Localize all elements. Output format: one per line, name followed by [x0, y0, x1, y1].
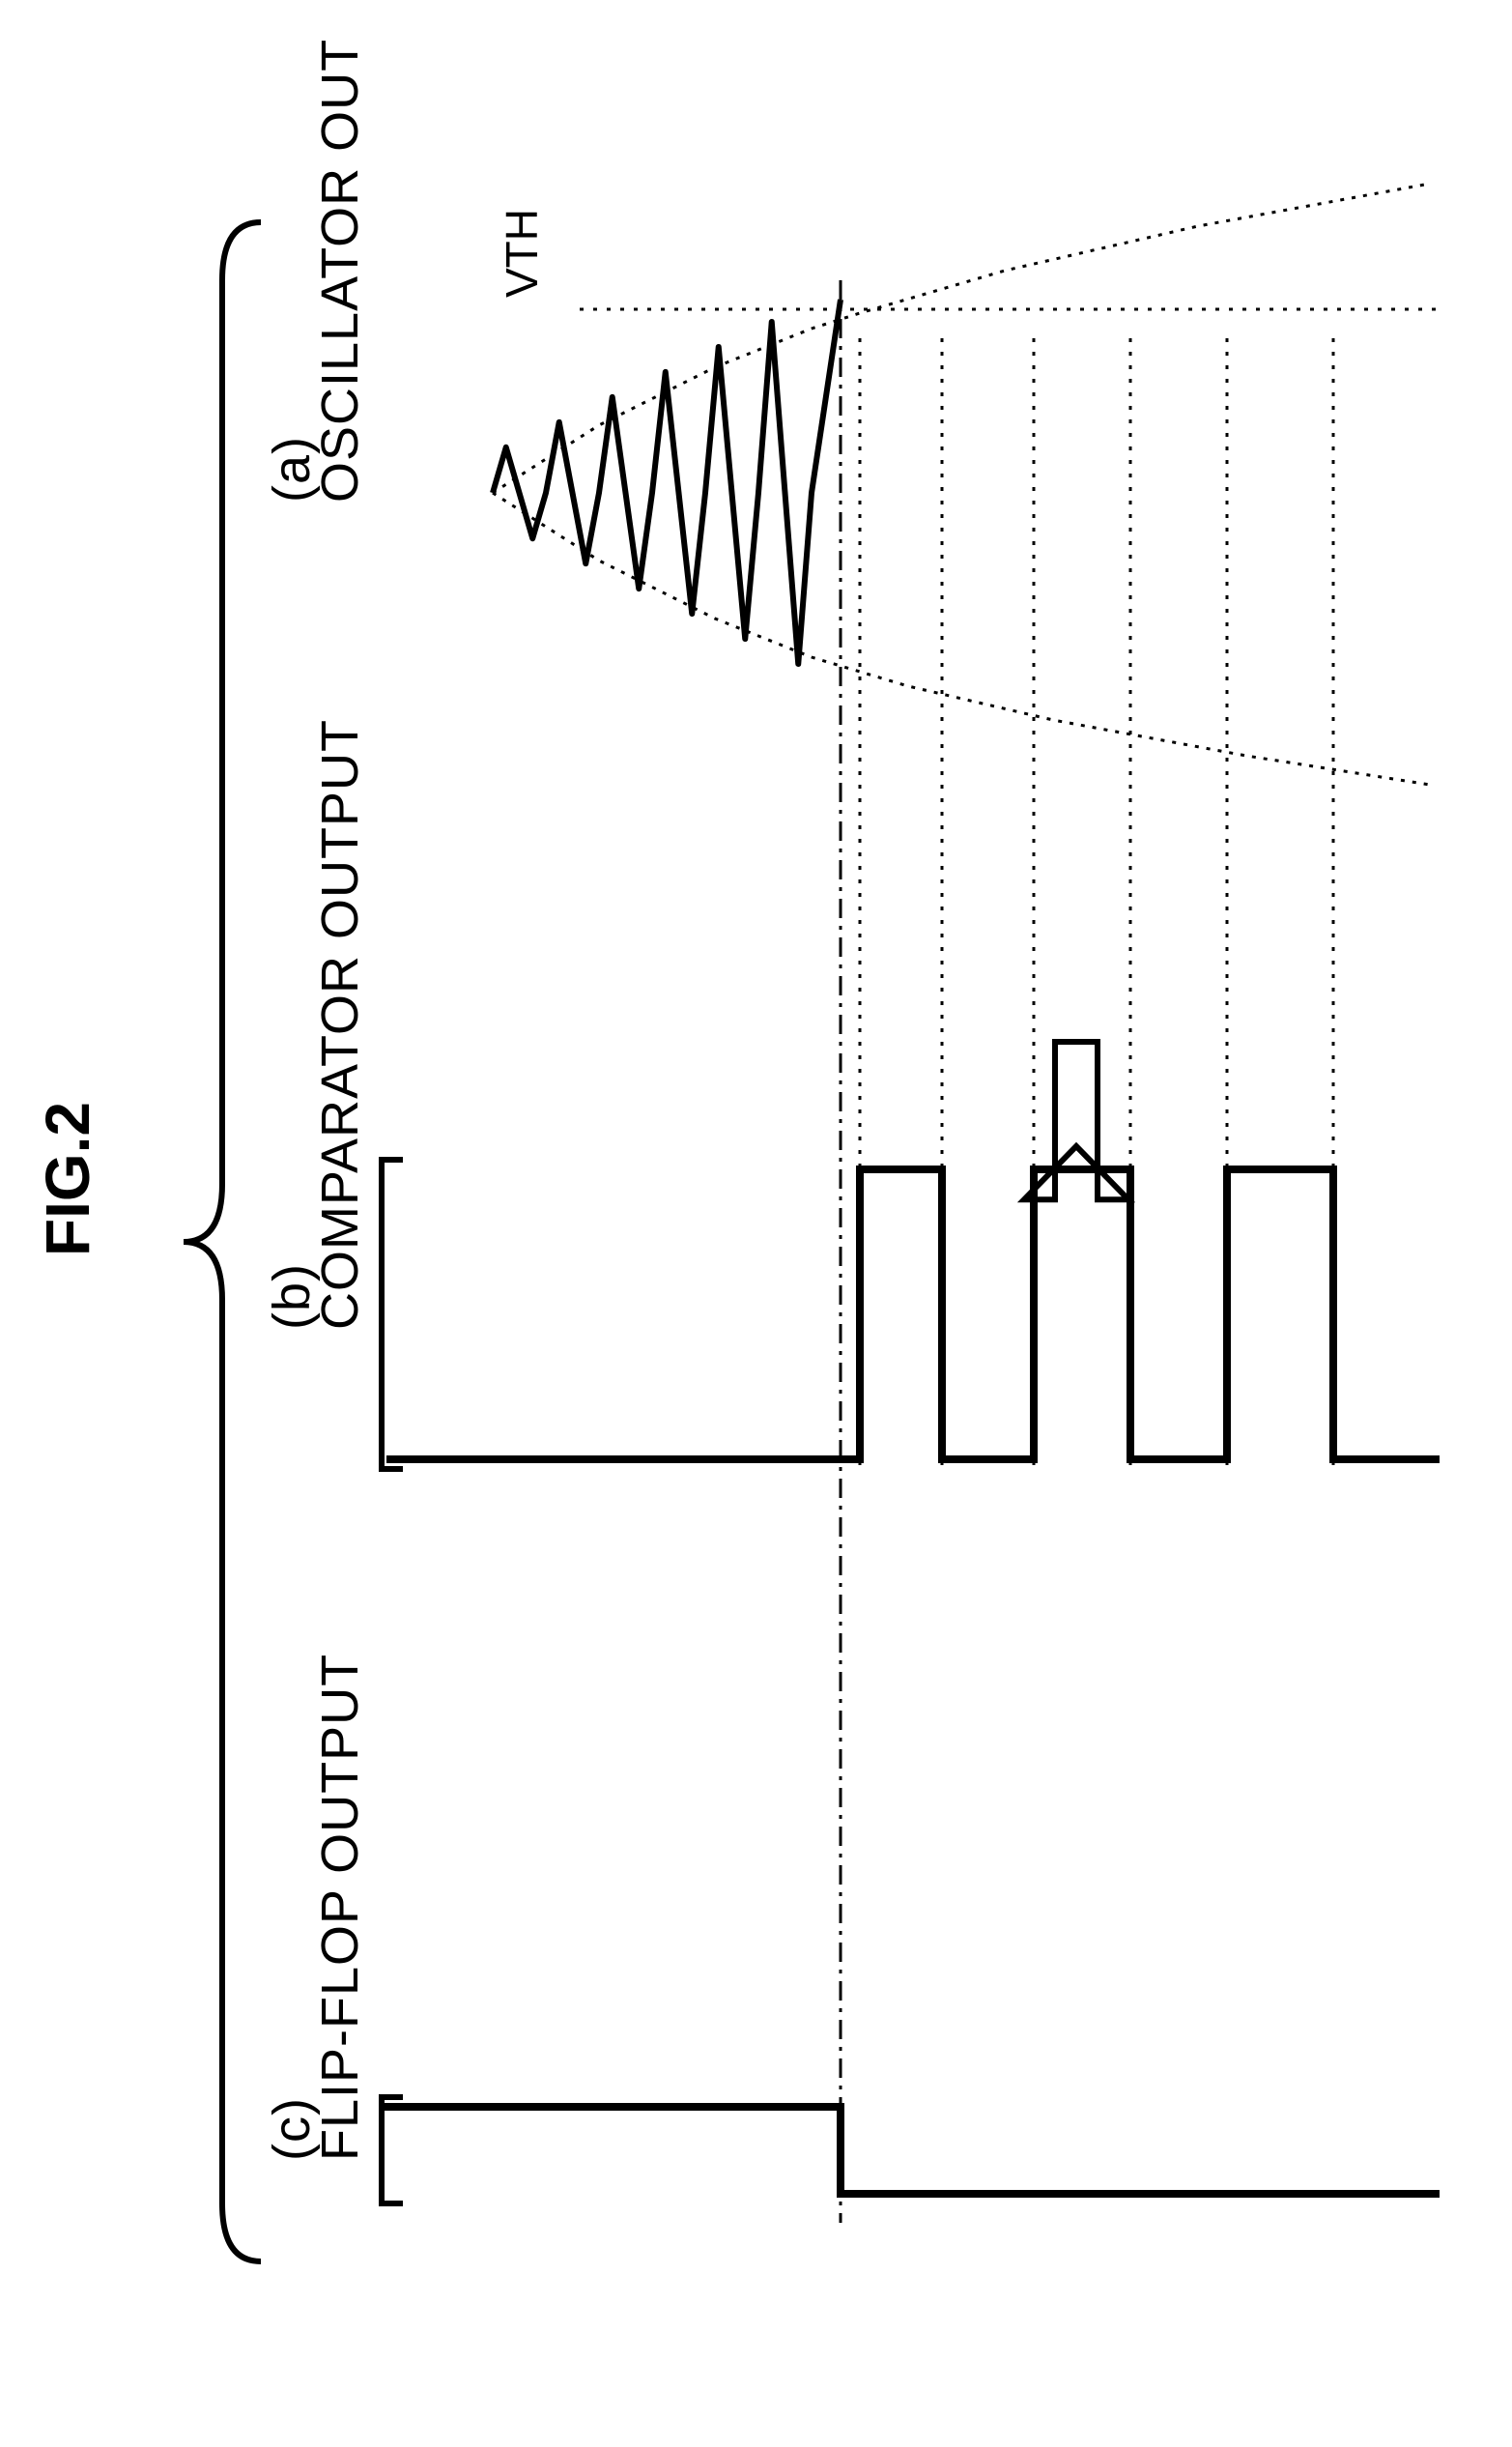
figure-svg: FIG.2(a)OSCILLATOR OUTPUT(b)COMPARATOR O… [39, 39, 1473, 2408]
panel-a-label: OSCILLATOR OUTPUT [311, 39, 369, 503]
curly-brace [184, 222, 261, 2261]
down-arrow-icon [1024, 1042, 1128, 1199]
oscillator-waveform [493, 300, 841, 664]
figure-page: FIG.2(a)OSCILLATOR OUTPUT(b)COMPARATOR O… [39, 39, 1473, 2408]
panel-b-label: COMPARATOR OUTPUT [311, 719, 369, 1330]
panel-c-label: FLIP-FLOP OUTPUT [311, 1654, 369, 2161]
figure-label: FIG.2 [39, 1102, 102, 1256]
flipflop-axis-bracket [382, 2097, 403, 2203]
comparator-axis-bracket [382, 1160, 403, 1469]
oscillator-envelope-top [493, 184, 1430, 493]
vth-label: VTH [497, 209, 547, 298]
flipflop-waveform [382, 2107, 1440, 2194]
comparator-waveform [386, 1169, 1440, 1459]
